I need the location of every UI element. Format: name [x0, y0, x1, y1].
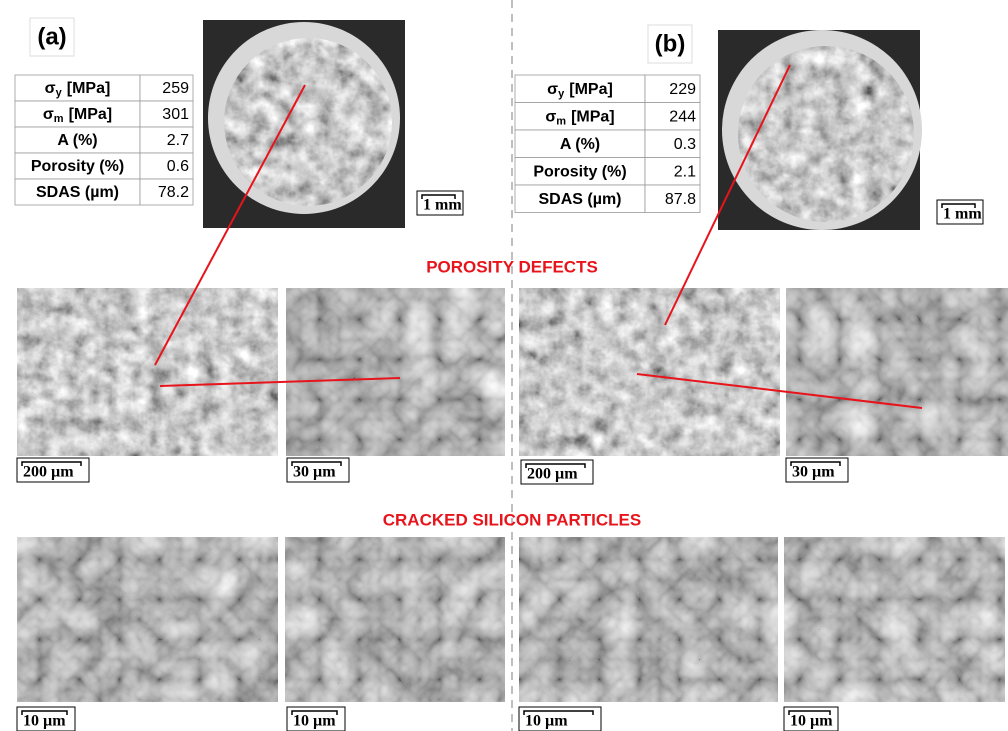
panel-label: (a): [37, 23, 66, 50]
scale-label: 10 µm: [23, 713, 66, 730]
row-value: 78.2: [158, 184, 189, 201]
row-label: σy [MPa]: [45, 80, 111, 99]
section-title: POROSITY DEFECTS: [426, 257, 598, 276]
scale-label: 10 µm: [525, 713, 568, 730]
row-sub: m: [556, 115, 566, 127]
scale-label: 10 µm: [790, 713, 833, 730]
panel-label: (b): [655, 30, 686, 57]
row-label: SDAS (µm): [36, 184, 119, 201]
row-name: Porosity (%): [533, 163, 626, 180]
row-value: 0.3: [674, 136, 696, 153]
row-label: A (%): [560, 136, 600, 153]
row-name: SDAS (µm): [539, 191, 622, 208]
sem-texture: [519, 537, 778, 702]
row-label: A (%): [57, 132, 97, 149]
sem-texture: [17, 537, 278, 702]
row-name: σ: [545, 108, 556, 125]
scale-label: 1 mm: [943, 206, 982, 223]
row-value: 87.8: [665, 191, 696, 208]
scale-label: 30 µm: [293, 464, 336, 481]
scale-label: 30 µm: [792, 464, 835, 481]
row-name: A (%): [57, 132, 97, 149]
row-sub: y: [56, 87, 63, 99]
sem-texture: [784, 537, 1005, 702]
row-name: A (%): [560, 136, 600, 153]
row-label: Porosity (%): [31, 158, 124, 175]
row-value: 2.7: [167, 132, 189, 149]
row-name: σ: [547, 81, 558, 98]
scale-label: 200 µm: [23, 464, 74, 481]
sem-texture: [519, 288, 780, 456]
row-label: SDAS (µm): [539, 191, 622, 208]
figure: (a)σy[MPa]259σm[MPa]301A (%)2.7Porosity …: [0, 0, 1008, 731]
row-unit: [MPa]: [69, 106, 113, 123]
row-label: σy [MPa]: [547, 81, 613, 100]
sem-texture: [285, 537, 505, 702]
row-name: Porosity (%): [31, 158, 124, 175]
row-unit: [MPa]: [67, 80, 111, 97]
sem-texture: [286, 288, 505, 456]
row-name: σ: [43, 106, 54, 123]
row-label: σm [MPa]: [545, 108, 614, 127]
row-label: σm [MPa]: [43, 106, 112, 125]
row-name: SDAS (µm): [36, 184, 119, 201]
scale-label: 1 mm: [423, 197, 462, 214]
scale-label: 200 µm: [527, 466, 578, 483]
row-unit: [MPa]: [569, 81, 613, 98]
row-value: 301: [162, 106, 189, 123]
sem-texture: [786, 288, 1008, 456]
row-value: 0.6: [167, 158, 189, 175]
row-label: Porosity (%): [533, 163, 626, 180]
row-value: 2.1: [674, 163, 696, 180]
row-sub: m: [54, 113, 64, 125]
row-value: 259: [162, 80, 189, 97]
sem-texture: [17, 288, 278, 456]
section-title: CRACKED SILICON PARTICLES: [383, 510, 641, 529]
row-name: σ: [45, 80, 56, 97]
row-unit: [MPa]: [571, 108, 615, 125]
row-value: 244: [669, 108, 696, 125]
scale-label: 10 µm: [293, 713, 336, 730]
row-sub: y: [558, 88, 565, 100]
row-value: 229: [669, 81, 696, 98]
